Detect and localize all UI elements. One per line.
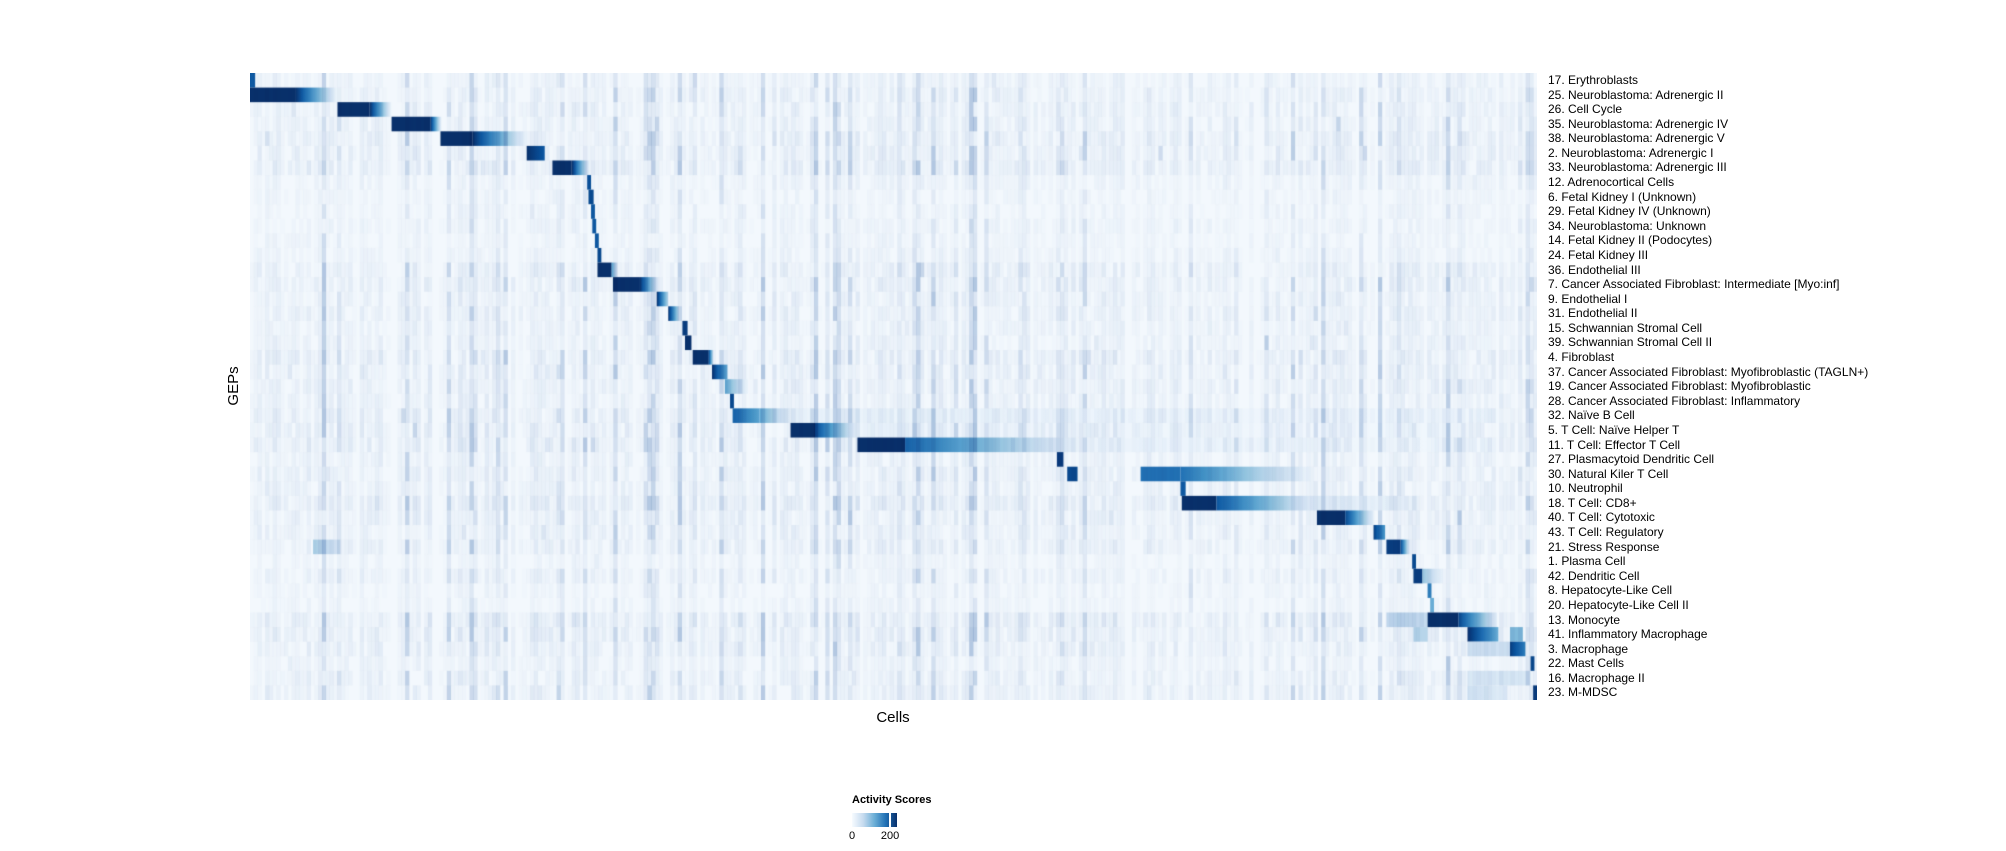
row-label: 36. Endothelial III bbox=[1548, 262, 1641, 277]
row-label: 29. Fetal Kidney IV (Unknown) bbox=[1548, 204, 1711, 219]
colorbar-gradient bbox=[852, 813, 897, 827]
row-label: 16. Macrophage II bbox=[1548, 670, 1645, 685]
row-label: 14. Fetal Kidney II (Podocytes) bbox=[1548, 233, 1713, 248]
row-label: 11. T Cell: Effector T Cell bbox=[1548, 437, 1681, 452]
colorbar-tick-mark bbox=[889, 813, 891, 827]
row-label: 28. Cancer Associated Fibroblast: Inflam… bbox=[1548, 393, 1801, 408]
x-axis-label: Cells bbox=[876, 709, 910, 726]
row-label: 5. T Cell: Naïve Helper T bbox=[1548, 422, 1680, 437]
heatmap-canvas bbox=[250, 73, 1537, 700]
row-label: 21. Stress Response bbox=[1548, 539, 1660, 554]
row-label: 24. Fetal Kidney III bbox=[1548, 247, 1649, 262]
colorbar-tick-label-0: 0 bbox=[848, 830, 856, 842]
row-label: 20. Hepatocyte-Like Cell II bbox=[1548, 597, 1689, 612]
row-label: 40. T Cell: Cytotoxic bbox=[1548, 510, 1655, 525]
row-label: 27. Plasmacytoid Dendritic Cell bbox=[1548, 452, 1715, 467]
row-label: 22. Mast Cells bbox=[1548, 656, 1625, 671]
row-label: 18. T Cell: CD8+ bbox=[1548, 495, 1637, 510]
row-label: 43. T Cell: Regulatory bbox=[1548, 525, 1664, 540]
row-label: 26. Cell Cycle bbox=[1548, 102, 1623, 117]
row-label: 7. Cancer Associated Fibroblast: Interme… bbox=[1548, 277, 1840, 292]
row-label: 10. Neutrophil bbox=[1548, 481, 1623, 496]
row-label: 9. Endothelial I bbox=[1548, 291, 1628, 306]
row-label: 34. Neuroblastoma: Unknown bbox=[1548, 218, 1707, 233]
row-label: 32. Naïve B Cell bbox=[1548, 408, 1635, 423]
colorbar-title: Activity Scores bbox=[852, 794, 932, 806]
colorbar-tick-label-200: 200 bbox=[880, 830, 900, 842]
row-label: 12. Adrenocortical Cells bbox=[1548, 175, 1675, 190]
row-label: 31. Endothelial II bbox=[1548, 306, 1638, 321]
row-label: 35. Neuroblastoma: Adrenergic IV bbox=[1548, 116, 1729, 131]
row-label: 19. Cancer Associated Fibroblast: Myofib… bbox=[1548, 379, 1811, 394]
row-label: 15. Schwannian Stromal Cell bbox=[1548, 320, 1703, 335]
row-label: 3. Macrophage bbox=[1548, 641, 1629, 656]
row-label: 4. Fibroblast bbox=[1548, 350, 1615, 365]
row-label: 1. Plasma Cell bbox=[1548, 554, 1626, 569]
row-label: 41. Inflammatory Macrophage bbox=[1548, 627, 1708, 642]
row-label: 2. Neuroblastoma: Adrenergic I bbox=[1548, 145, 1714, 160]
row-label: 17. Erythroblasts bbox=[1548, 73, 1639, 87]
row-label: 38. Neuroblastoma: Adrenergic V bbox=[1548, 131, 1725, 146]
row-label: 23. M-MDSC bbox=[1548, 685, 1618, 700]
row-label: 33. Neuroblastoma: Adrenergic III bbox=[1548, 160, 1727, 175]
row-label: 42. Dendritic Cell bbox=[1548, 568, 1640, 583]
y-axis-label: GEPs bbox=[224, 366, 242, 406]
row-label: 6. Fetal Kidney I (Unknown) bbox=[1548, 189, 1697, 204]
row-label: 25. Neuroblastoma: Adrenergic II bbox=[1548, 87, 1724, 102]
row-label: 13. Monocyte bbox=[1548, 612, 1621, 627]
row-label: 37. Cancer Associated Fibroblast: Myofib… bbox=[1548, 364, 1869, 379]
row-label: 30. Natural Kiler T Cell bbox=[1548, 466, 1669, 481]
row-label: 39. Schwannian Stromal Cell II bbox=[1548, 335, 1713, 350]
row-label: 8. Hepatocyte-Like Cell bbox=[1548, 583, 1673, 598]
